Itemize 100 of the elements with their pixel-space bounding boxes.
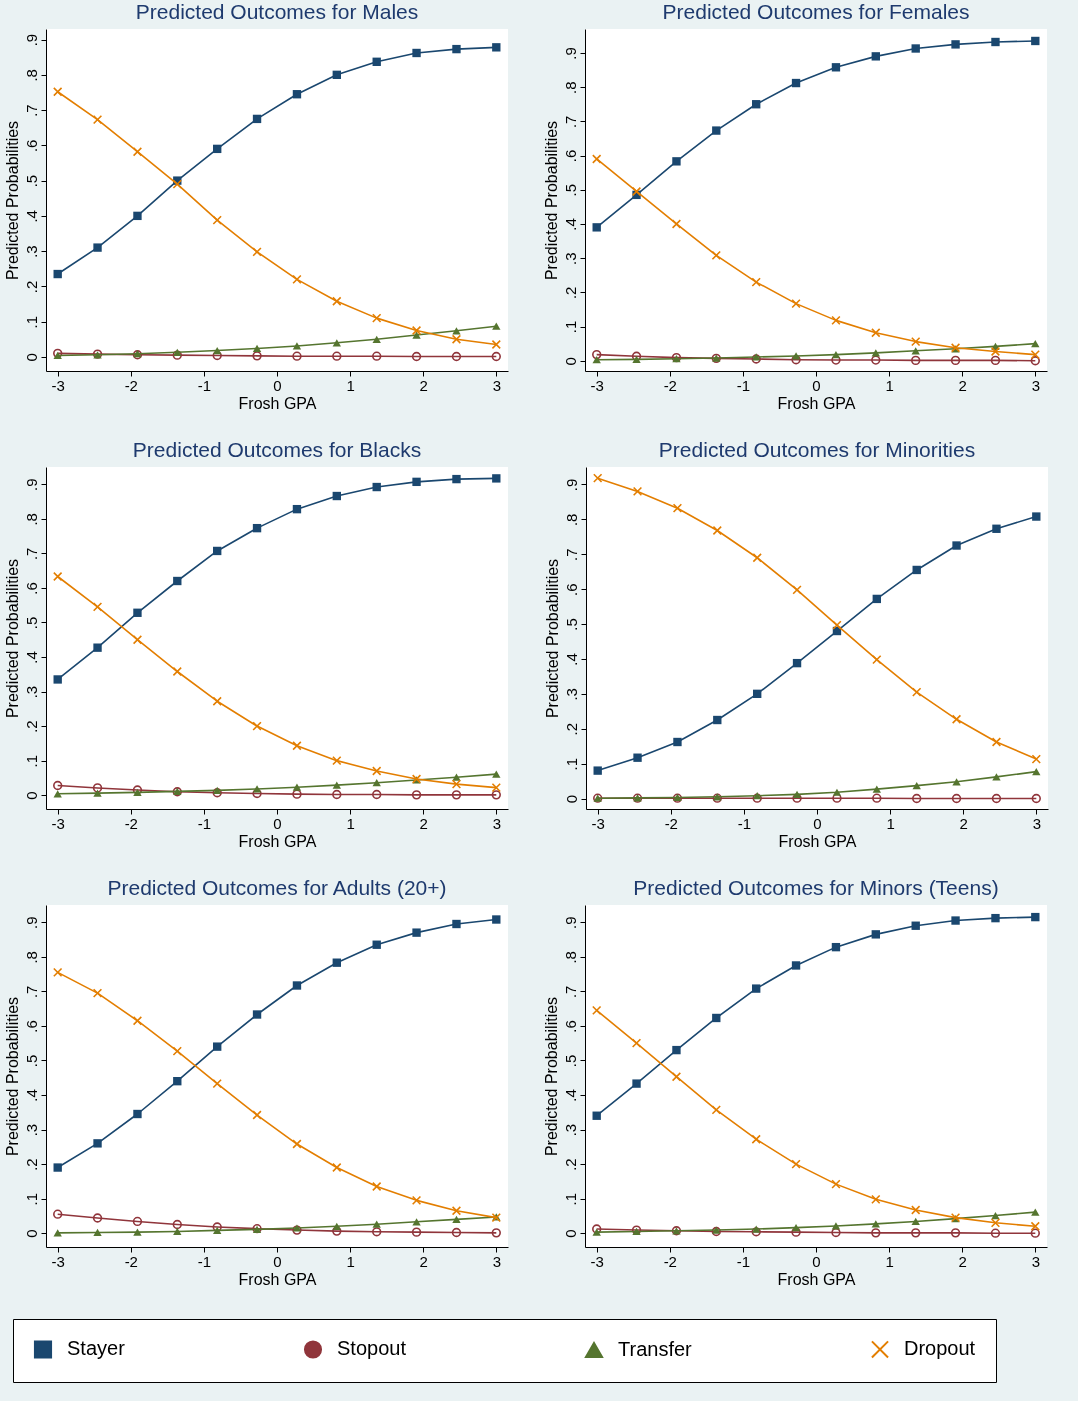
y-tick-label: .5 [22,1054,40,1068]
chart-title: Predicted Outcomes for Minors (Teens) [633,876,999,899]
x-axis-title: Frosh GPA [238,832,317,850]
x-tick-label: -2 [663,376,677,394]
y-tick-label: .4 [22,210,40,223]
y-tick-label: 0 [561,1229,579,1238]
x-tick-label: 0 [812,1252,821,1270]
y-tick-label: .5 [562,618,580,631]
x-tick-label: -1 [736,1252,751,1270]
x-tick-label: 2 [419,376,428,394]
y-tick-label: .3 [562,688,580,701]
x-tick-label: -2 [664,814,678,832]
y-tick-label: .8 [562,513,580,527]
y-tick-label: 0 [22,353,40,362]
y-tick-label: .4 [561,218,579,231]
y-tick-label: 0 [562,794,580,804]
y-tick-label: .6 [562,583,580,596]
y-tick-label: .5 [22,174,40,188]
x-tick-label: 2 [419,1252,428,1270]
y-tick-label: .2 [22,1158,40,1171]
x-tick-label: 1 [886,814,895,832]
y-tick-label: .8 [561,951,579,964]
y-tick-label: .4 [562,653,580,666]
x-tick-label: 1 [346,376,355,394]
x-tick-label: 0 [273,376,282,394]
y-tick-label: .3 [22,245,40,258]
x-tick-label: 2 [959,814,968,832]
y-tick-label: .6 [561,149,579,163]
y-tick-label: .1 [561,320,579,334]
y-tick-label: .5 [22,616,40,630]
x-tick-label: -3 [590,1252,604,1270]
y-tick-label: .4 [22,1089,40,1102]
y-tick-label: .3 [22,1123,40,1137]
y-tick-label: .4 [22,651,40,664]
x-tick-label: -3 [51,376,65,394]
x-tick-label: -1 [197,814,212,832]
x-tick-label: -1 [197,1252,212,1270]
y-tick-label: .7 [22,985,40,999]
y-tick-label: .9 [22,33,40,47]
y-axis-title: Predicted Probabilities [543,558,561,719]
x-tick-label: -3 [590,376,604,394]
x-tick-label: 3 [492,814,501,832]
x-tick-label: -2 [124,376,138,394]
legend-label: Stayer [67,1337,126,1360]
x-axis-title: Frosh GPA [777,1270,856,1288]
y-tick-label: .7 [22,104,40,117]
y-tick-label: .7 [561,115,579,129]
y-tick-label: .3 [561,252,579,265]
x-tick-label: -3 [591,814,605,832]
y-axis-title: Predicted Probabilities [542,996,560,1157]
y-tick-label: .9 [561,47,579,60]
y-tick-label: .7 [22,547,40,561]
x-tick-label: -3 [51,814,65,832]
y-tick-label: .9 [22,916,40,930]
chart-title: Predicted Outcomes for Females [662,0,970,23]
y-tick-label: .1 [562,757,580,771]
legend-label: Stopout [337,1337,407,1360]
y-axis-title: Predicted Probabilities [3,120,21,281]
x-tick-label: -1 [197,376,212,394]
y-tick-label: .6 [22,1020,40,1033]
legend-label: Transfer [618,1338,693,1361]
y-tick-label: .9 [562,478,580,492]
x-tick-label: 1 [346,814,355,832]
y-tick-label: 0 [22,791,40,800]
x-axis-title: Frosh GPA [238,394,317,412]
y-axis-title: Predicted Probabilities [3,996,21,1157]
chart-title: Predicted Outcomes for Blacks [132,438,422,461]
y-tick-label: .2 [562,722,580,736]
y-tick-label: .8 [22,69,40,82]
x-tick-label: 0 [273,1252,282,1270]
x-axis-title: Frosh GPA [238,1270,317,1288]
y-tick-label: .7 [562,548,580,561]
y-tick-label: .2 [22,280,40,294]
x-tick-label: 2 [958,1252,967,1270]
y-tick-label: .9 [22,478,40,492]
y-tick-label: .4 [561,1089,579,1102]
y-tick-label: .2 [561,1158,579,1171]
y-tick-label: .3 [22,685,40,699]
chart-title: Predicted Outcomes for Males [135,0,419,23]
y-axis-title: Predicted Probabilities [542,120,560,281]
legend-label: Dropout [904,1337,976,1360]
y-tick-label: .2 [561,286,579,300]
y-tick-label: .1 [22,754,40,768]
x-tick-label: -1 [736,376,751,394]
y-tick-label: .6 [561,1020,579,1033]
y-tick-label: .6 [22,139,40,153]
x-tick-label: 0 [273,814,282,832]
x-tick-label: 0 [812,376,821,394]
y-tick-label: .5 [561,1054,579,1068]
x-tick-label: -3 [51,1252,65,1270]
x-tick-label: 3 [1031,376,1040,394]
x-tick-label: 3 [492,1252,501,1270]
y-tick-label: .6 [22,582,40,595]
x-tick-label: 1 [346,1252,355,1270]
x-tick-label: 0 [813,814,822,832]
y-axis-title: Predicted Probabilities [3,558,21,719]
y-tick-label: .1 [561,1192,579,1206]
x-tick-label: 3 [1031,1252,1040,1270]
x-axis-title: Frosh GPA [778,832,857,850]
x-tick-label: -1 [737,814,752,832]
